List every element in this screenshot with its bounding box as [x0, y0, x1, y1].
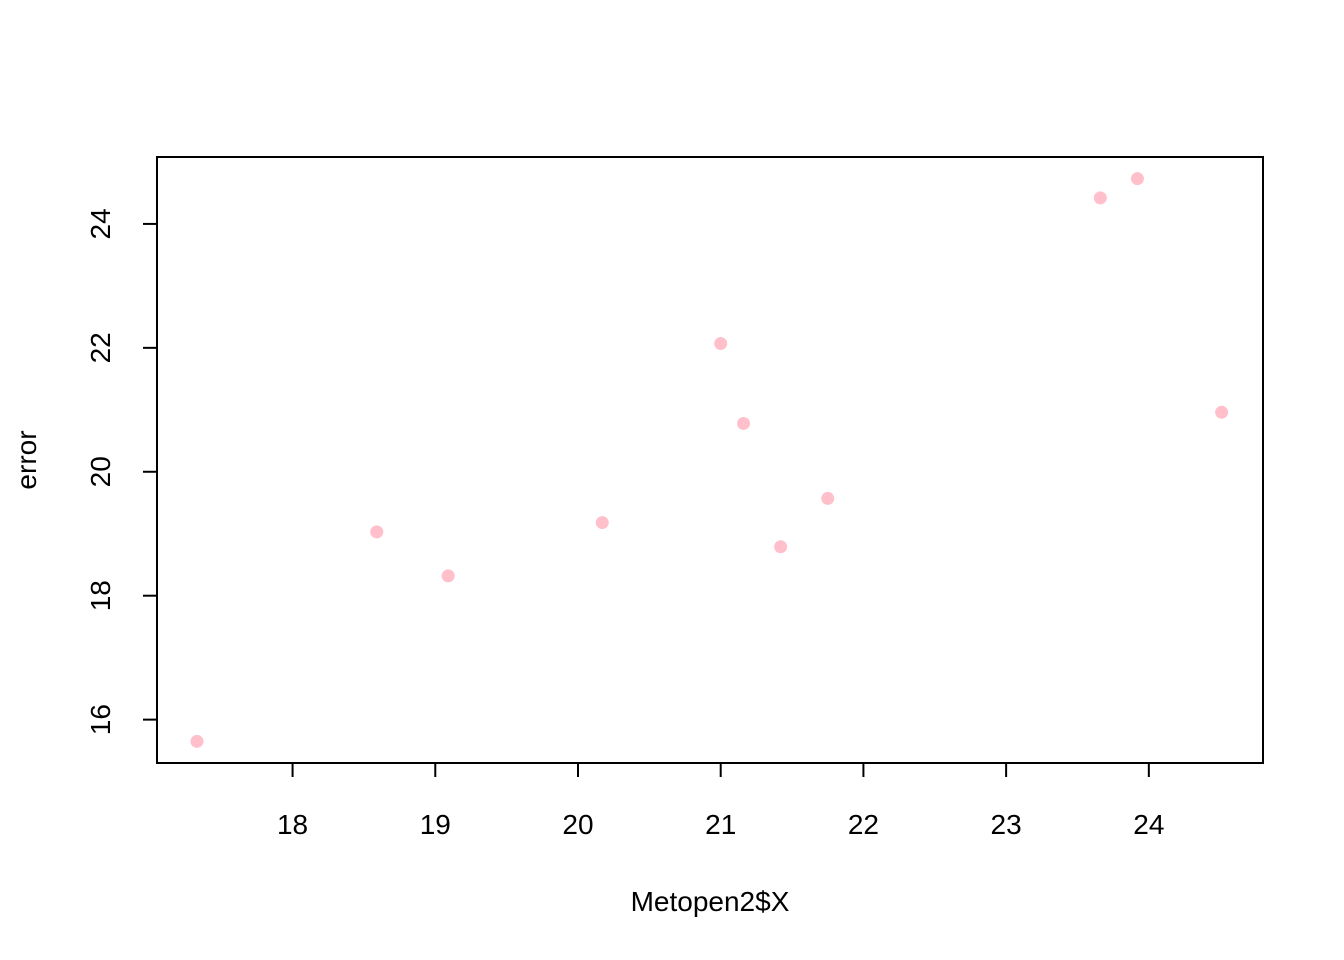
x-tick-label: 24 [1133, 809, 1164, 840]
x-tick-label: 19 [420, 809, 451, 840]
x-tick-label: 18 [277, 809, 308, 840]
y-tick-label: 22 [85, 332, 116, 363]
x-tick-label: 22 [848, 809, 879, 840]
data-points [190, 172, 1229, 748]
data-point [774, 540, 788, 554]
y-axis-label: error [11, 430, 42, 489]
plot-frame [156, 156, 1264, 764]
data-point [714, 337, 728, 351]
x-tick-label: 21 [705, 809, 736, 840]
x-axis: 18 19 20 21 22 23 24 [277, 762, 1164, 840]
data-point [1215, 405, 1229, 419]
data-point [821, 491, 835, 505]
data-point [1130, 172, 1144, 186]
data-point [441, 569, 455, 583]
data-point [370, 525, 384, 539]
y-tick-label: 16 [85, 704, 116, 735]
x-axis-label: Metopen2$X [631, 886, 790, 917]
y-tick-label: 18 [85, 580, 116, 611]
data-point [1093, 191, 1107, 205]
y-tick-label: 20 [85, 456, 116, 487]
data-point [737, 416, 751, 430]
y-tick-label: 24 [85, 208, 116, 239]
data-point [595, 516, 609, 530]
y-axis: 16 18 20 22 24 [85, 208, 158, 735]
data-point [190, 734, 204, 748]
x-tick-label: 23 [991, 809, 1022, 840]
x-tick-label: 20 [562, 809, 593, 840]
